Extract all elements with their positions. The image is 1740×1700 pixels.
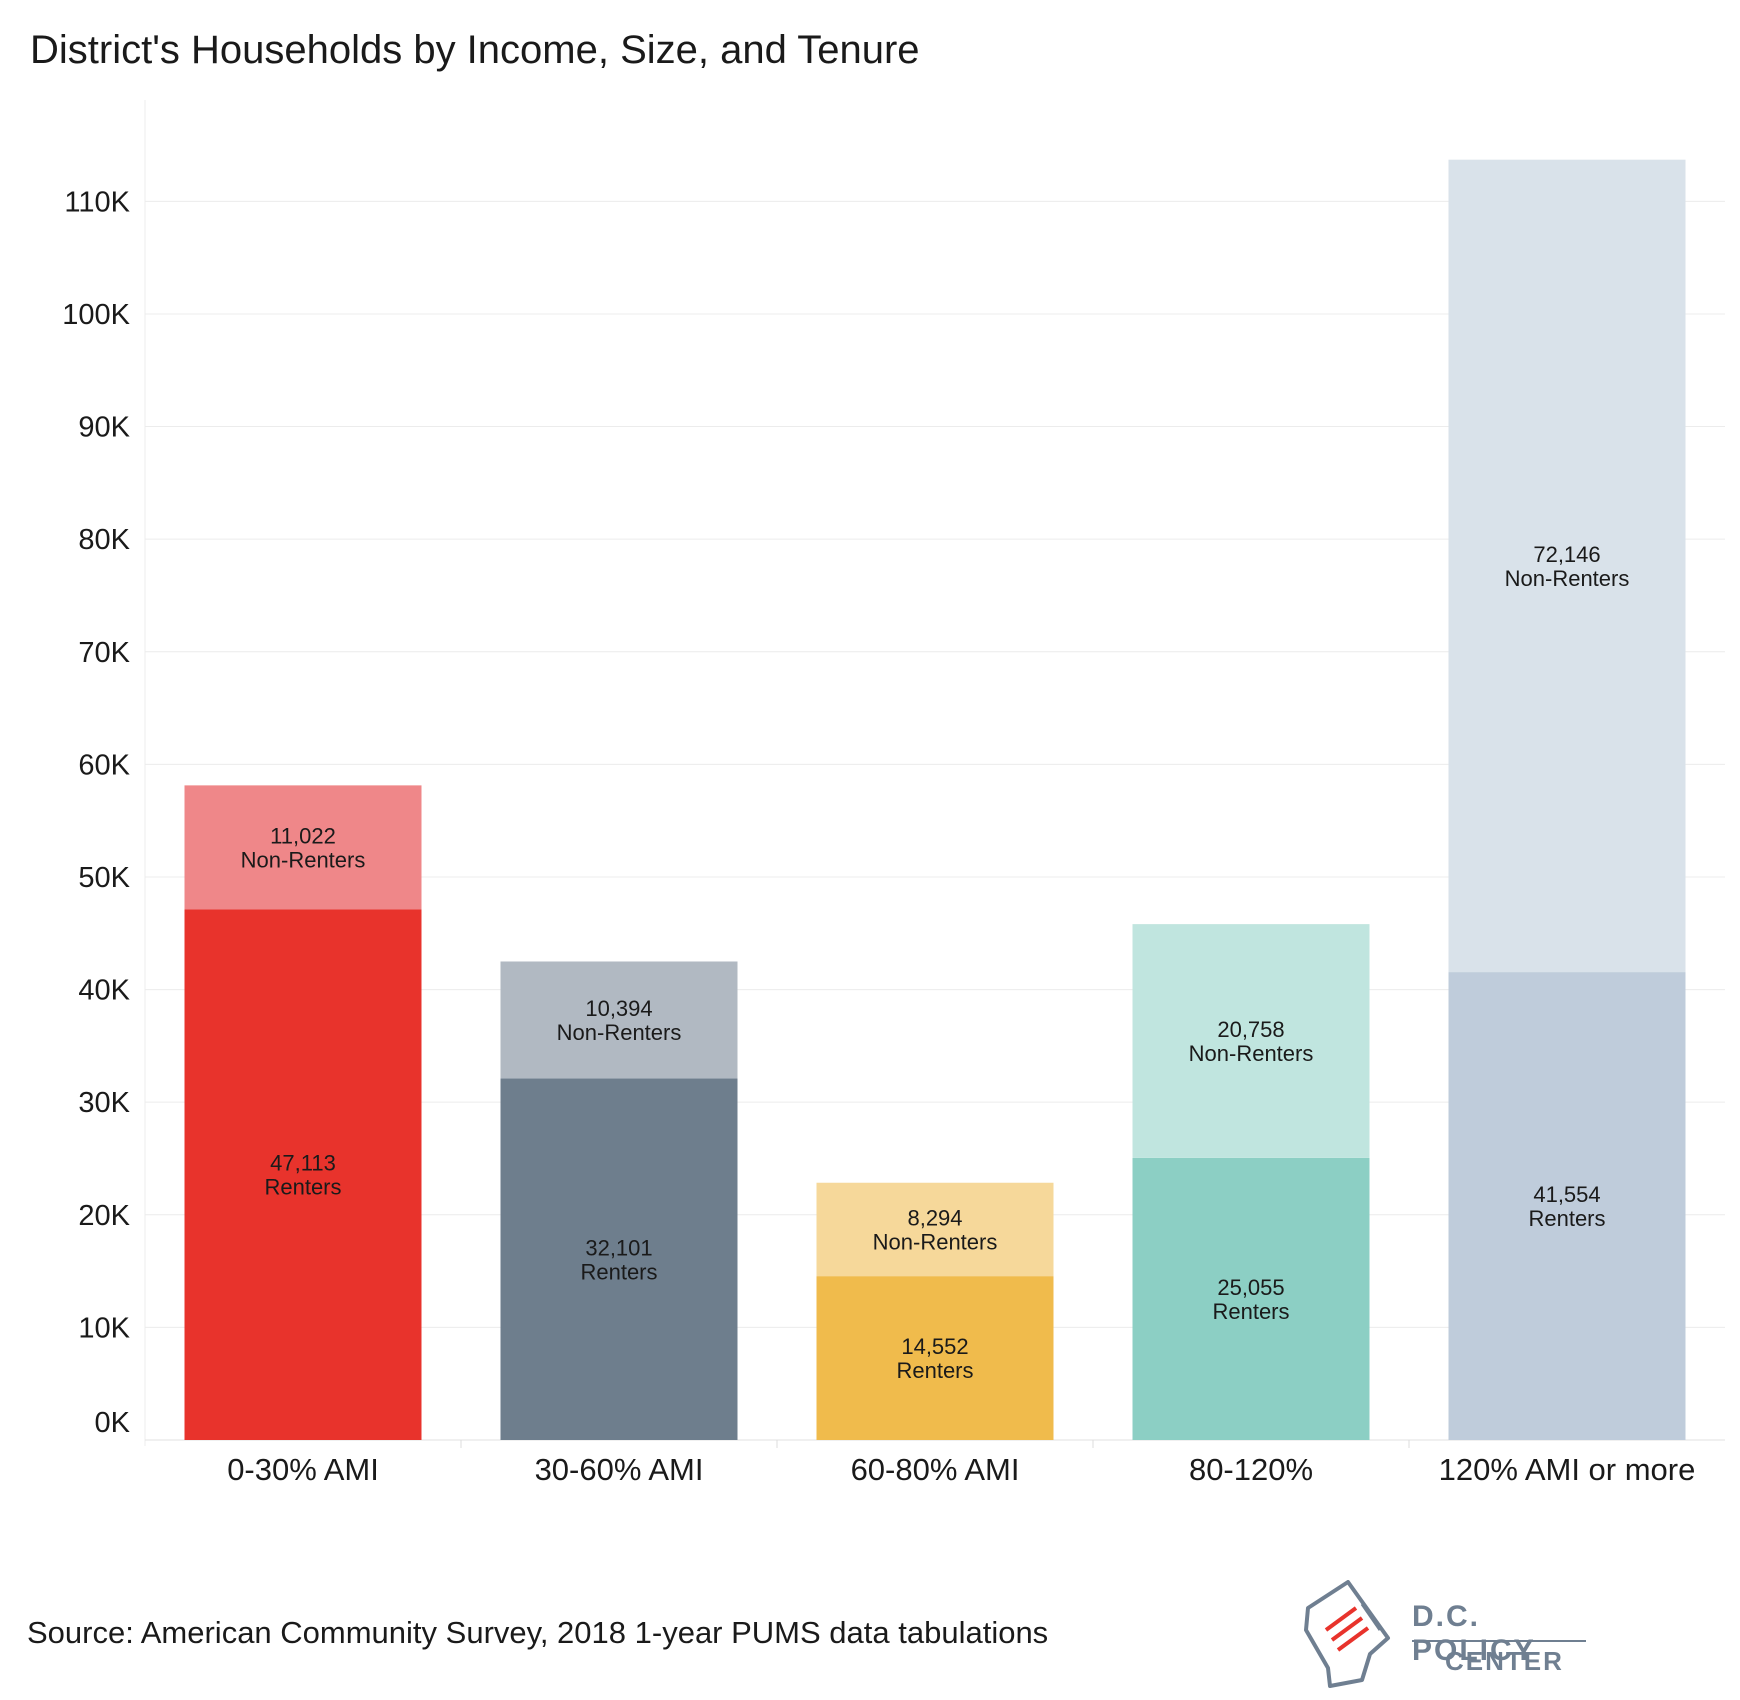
bars [184,159,1686,1440]
bar-labels: 47,113 Renters 11,022 Non-Renters 32,101 Rent… [241,542,1630,1383]
x-tick-label: 120% AMI or more [1439,1452,1696,1487]
x-tick-label: 30-60% AMI [535,1452,704,1487]
chart-title: District's Households by Income, Size, a… [30,28,920,72]
y-tick-label: 70K [78,637,130,669]
bar-value-label: 11,022 Non-Renters [241,823,366,872]
y-tick-label: 0K [95,1407,131,1439]
bar-value-label: 10,394 Non-Renters [557,996,682,1045]
bar-segment-non-renters [816,1182,1054,1277]
bar-value-label: 32,101 Renters [580,1235,657,1284]
y-tick-label: 90K [78,412,130,444]
y-axis-ticks: 0K 10K 20K 30K 40K 50K 60K 70K 80K 90K 100K 110K [62,186,130,1439]
stacked-bar-chart: 0K 10K 20K 30K 40K 50K 60K 70K 80K 90K 100K 110K 47… [62,100,1725,1487]
bar-segment-non-renters [184,785,422,910]
bar-value-label: 41,554 Renters [1528,1182,1605,1231]
y-tick-label: 30K [78,1087,130,1119]
y-tick-label: 80K [78,524,130,556]
x-tick-label: 0-30% AMI [227,1452,379,1487]
y-tick-label: 50K [78,862,130,894]
y-tick-label: 10K [78,1312,130,1344]
bar-segment-renters [500,1078,738,1440]
y-tick-label: 20K [78,1200,130,1232]
logo-text-line2: CENTER [1445,1646,1564,1676]
bar-value-label: 25,055 Renters [1212,1275,1289,1324]
bar-value-label: 20,758 Non-Renters [1189,1017,1314,1066]
y-tick-label: 40K [78,975,130,1007]
bar-segment-renters [1132,1157,1370,1440]
bar-segment-renters [184,909,422,1440]
bar-segment-non-renters [500,961,738,1079]
bar-value-label: 47,113 Renters [264,1151,341,1200]
bar-segment-non-renters [1132,924,1370,1158]
bar-segment-non-renters [1448,159,1686,973]
y-tick-label: 60K [78,749,130,781]
bar-value-label: 14,552 Renters [896,1334,973,1383]
dc-map-icon [1304,1580,1390,1688]
bar-value-label: 72,146 Non-Renters [1505,542,1630,591]
x-axis-ticks: 0-30% AMI 30-60% AMI 60-80% AMI 80-120% 120%… [227,1440,1695,1487]
x-tick-label: 60-80% AMI [851,1452,1020,1487]
x-tick-label: 80-120% [1189,1452,1313,1487]
bar-segment-renters [1448,972,1686,1440]
logo-divider [1412,1640,1586,1642]
source-note: Source: American Community Survey, 2018 … [27,1615,1049,1650]
bar-value-label: 8,294 Non-Renters [873,1205,998,1254]
y-tick-label: 110K [64,186,130,218]
dc-policy-center-logo: D.C. POLICY CENTER [1300,1580,1600,1690]
bar-segment-renters [816,1276,1054,1440]
logo-text-line1: D.C. POLICY [1412,1600,1536,1667]
y-tick-label: 100K [62,299,130,331]
